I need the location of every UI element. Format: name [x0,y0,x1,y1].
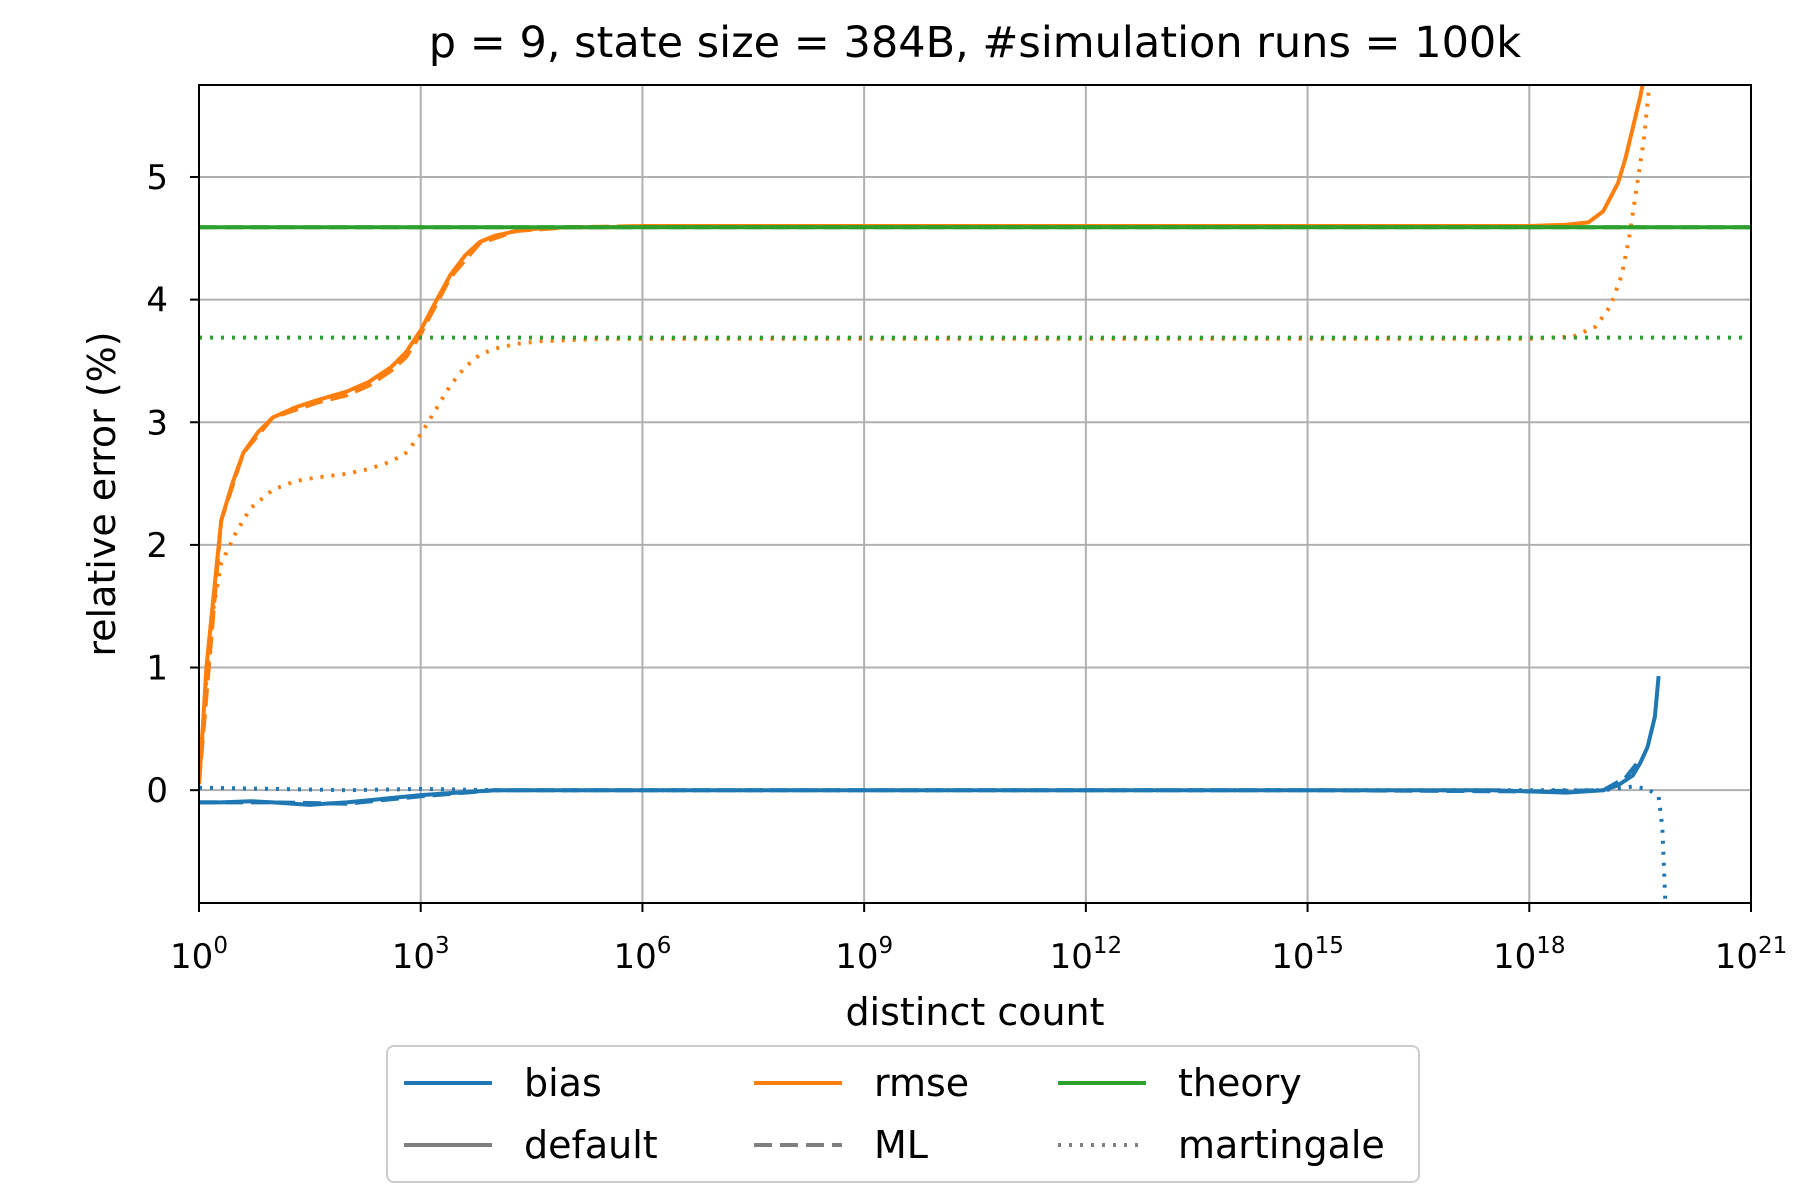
x-tick-label: 1021 [1715,933,1788,977]
x-axis: 100 103 106 109 1012 1015 1018 1021 [170,903,1787,977]
y-tick-label: 5 [146,158,168,198]
x-tick-label: 1018 [1493,933,1566,977]
series-layer [199,85,1751,901]
y-tick-label: 2 [146,526,168,566]
series-bias-default [199,675,1661,807]
x-tick-label: 1012 [1050,933,1123,977]
x-tick-label: 106 [613,933,671,977]
y-axis: 0 1 2 3 4 5 [146,158,199,811]
x-tick-label: 1015 [1271,933,1344,977]
series-bias-martingale [199,784,1668,901]
legend-label: bias [524,1061,602,1105]
x-tick-label: 103 [392,933,450,977]
x-tick-label: 100 [170,933,228,977]
legend-label: martingale [1178,1123,1385,1167]
legend-label: rmse [874,1061,969,1105]
series-rmse-ml [199,224,643,785]
legend-frame [386,1045,1420,1183]
legend-label: theory [1178,1061,1302,1105]
x-tick-label: 109 [835,933,893,977]
chart-title: p = 9, state size = 384B, #simulation ru… [429,18,1521,68]
legend-label: ML [874,1123,928,1167]
plot-frame [198,84,1752,904]
legend: bias rmse theory default ML martingale [386,1045,1420,1183]
series-rmse-martingale [199,85,1652,785]
y-tick-label: 0 [146,771,168,811]
y-axis-label: relative error (%) [80,331,124,656]
x-axis-label: distinct count [845,990,1104,1034]
legend-label: default [524,1123,658,1167]
y-tick-label: 3 [146,403,168,443]
y-tick-label: 4 [146,281,168,321]
grid [198,85,1752,903]
y-tick-label: 1 [146,649,168,689]
series-bias-ml [199,758,1642,806]
